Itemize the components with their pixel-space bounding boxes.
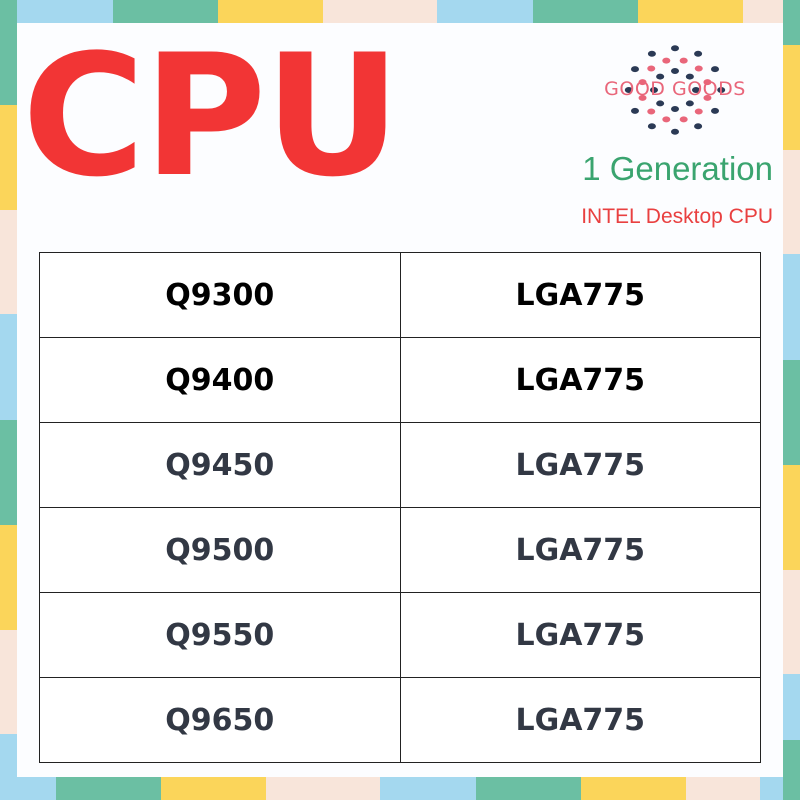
generation-label: 1 Generation xyxy=(582,150,773,187)
model-cell: Q9300 xyxy=(39,252,401,338)
border-bottom xyxy=(0,777,800,800)
logo-petal xyxy=(703,79,712,86)
logo-petal xyxy=(671,45,679,52)
subtitle-label: INTEL Desktop CPU xyxy=(581,205,773,228)
border-left xyxy=(0,0,17,800)
model-cell: Q9500 xyxy=(39,507,401,593)
cpu-table: Q9300 LGA775 Q9400 LGA775 Q9450 LGA775 Q950… xyxy=(39,252,761,763)
logo-petal xyxy=(679,57,688,64)
table-row: Q9400 LGA775 xyxy=(39,337,761,423)
socket-cell: LGA775 xyxy=(399,507,761,593)
socket-cell: LGA775 xyxy=(399,337,761,423)
logo-petal xyxy=(694,65,703,72)
logo-petal xyxy=(694,123,703,130)
table-row: Q9450 LGA775 xyxy=(39,422,761,508)
logo-petal xyxy=(671,68,679,74)
logo-petal xyxy=(694,108,703,115)
brand-name: GOOD GOODS xyxy=(604,78,746,100)
logo-petal xyxy=(656,100,665,107)
logo-petal xyxy=(662,116,671,123)
logo-petal xyxy=(671,128,679,135)
flower-logo-icon xyxy=(624,45,726,135)
logo-petal xyxy=(630,66,639,73)
logo-petal xyxy=(717,87,726,93)
logo-petal xyxy=(630,107,639,114)
logo-petal xyxy=(685,100,694,107)
logo-petal xyxy=(692,87,700,93)
socket-cell: LGA775 xyxy=(399,422,761,508)
logo-petal xyxy=(685,73,694,80)
logo-petal xyxy=(711,107,720,114)
logo-petal xyxy=(638,94,647,101)
table-row: Q9650 LGA775 xyxy=(39,677,761,763)
logo-petal xyxy=(647,65,656,72)
table-row: Q9500 LGA775 xyxy=(39,507,761,593)
logo-petal xyxy=(662,57,671,64)
logo-petal xyxy=(694,50,703,57)
border-top xyxy=(0,0,800,23)
table-row: Q9300 LGA775 xyxy=(39,252,761,338)
title: CPU xyxy=(22,18,401,214)
border-right xyxy=(783,0,800,800)
logo-petal xyxy=(679,116,688,123)
model-cell: Q9650 xyxy=(39,677,401,763)
brand-logo: GOOD GOODS xyxy=(600,40,750,140)
socket-cell: LGA775 xyxy=(399,592,761,678)
logo-petal xyxy=(647,108,656,115)
logo-petal xyxy=(624,87,633,93)
logo-petal xyxy=(703,94,712,101)
model-cell: Q9550 xyxy=(39,592,401,678)
logo-petal xyxy=(638,79,647,86)
logo-petal xyxy=(647,123,656,130)
socket-cell: LGA775 xyxy=(399,677,761,763)
socket-cell: LGA775 xyxy=(399,252,761,338)
logo-petal xyxy=(647,50,656,57)
logo-petal xyxy=(656,73,665,80)
table-row: Q9550 LGA775 xyxy=(39,592,761,678)
logo-petal xyxy=(650,87,658,93)
logo-petal xyxy=(671,106,679,112)
logo-petal xyxy=(711,66,720,73)
model-cell: Q9450 xyxy=(39,422,401,508)
model-cell: Q9400 xyxy=(39,337,401,423)
